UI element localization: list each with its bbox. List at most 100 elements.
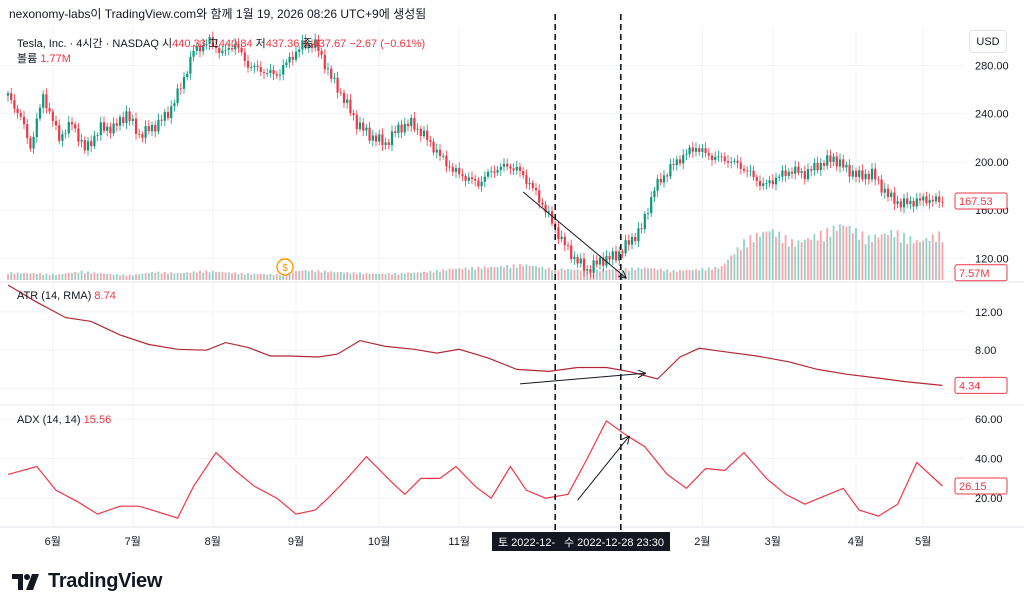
volume-bar bbox=[87, 271, 89, 280]
volume-bar bbox=[839, 224, 841, 280]
candle-body bbox=[342, 92, 346, 103]
candle-body bbox=[269, 69, 272, 73]
volume-bar bbox=[928, 240, 931, 280]
volume-bar bbox=[637, 267, 640, 280]
candle-body bbox=[787, 171, 790, 176]
candle-body bbox=[397, 124, 400, 134]
volume-bar bbox=[320, 272, 323, 280]
candle-body bbox=[685, 154, 688, 155]
candle-body bbox=[230, 47, 234, 50]
volume-bar bbox=[768, 231, 771, 280]
candle-body bbox=[275, 74, 278, 76]
candle-body bbox=[144, 125, 147, 138]
candle-body bbox=[931, 199, 934, 202]
candle-body bbox=[435, 149, 438, 153]
volume-bar bbox=[330, 271, 333, 280]
candle-body bbox=[131, 118, 134, 122]
volume-bar bbox=[391, 274, 393, 280]
volume-bar bbox=[448, 268, 451, 280]
y-tick-label: 8.00 bbox=[975, 345, 996, 357]
candle-body bbox=[730, 161, 733, 163]
candle-body bbox=[582, 258, 586, 271]
volume-bar bbox=[365, 272, 368, 280]
candle-body bbox=[333, 77, 336, 79]
candle-body bbox=[102, 122, 106, 131]
volume-bar bbox=[295, 271, 297, 280]
candle-body bbox=[528, 182, 531, 184]
candle-body bbox=[550, 211, 554, 224]
candle-body bbox=[285, 62, 288, 66]
volume-bar bbox=[730, 255, 733, 280]
volume-bar bbox=[743, 239, 745, 280]
volume-bar bbox=[403, 273, 406, 280]
volume-bar bbox=[96, 273, 99, 280]
volume-bar bbox=[845, 226, 848, 280]
candle-body bbox=[493, 171, 496, 173]
volume-bar bbox=[339, 271, 342, 280]
x-tick-label: 11월 bbox=[448, 535, 470, 548]
candle-body bbox=[662, 175, 666, 183]
candle-body bbox=[250, 66, 253, 68]
volume-bar bbox=[829, 236, 832, 280]
candle-body bbox=[746, 170, 749, 172]
volume-bar bbox=[343, 272, 345, 280]
candle-body bbox=[592, 260, 595, 273]
tradingview-logo[interactable]: TradingView bbox=[12, 570, 162, 593]
volume-bar bbox=[138, 274, 141, 280]
candle-body bbox=[704, 148, 707, 154]
candle-body bbox=[272, 69, 275, 75]
volume-bar bbox=[371, 273, 374, 280]
candle-body bbox=[563, 236, 566, 246]
candle-body bbox=[374, 135, 378, 142]
candle-body bbox=[774, 177, 778, 185]
candle-body bbox=[566, 245, 570, 247]
volume-bar bbox=[855, 228, 857, 280]
volume-bar bbox=[506, 265, 509, 280]
volume-bar bbox=[871, 241, 873, 280]
volume-bar bbox=[291, 272, 294, 280]
candle-body bbox=[784, 170, 787, 176]
volume-bar bbox=[419, 272, 422, 280]
candle-body bbox=[861, 170, 864, 180]
volume-bar bbox=[375, 273, 377, 280]
volume-bar bbox=[179, 273, 182, 280]
volume-bar bbox=[547, 267, 550, 280]
low-label: 저 bbox=[255, 38, 266, 50]
volume-bar bbox=[647, 268, 649, 280]
candle-body bbox=[336, 77, 339, 93]
volume-bar bbox=[71, 273, 73, 280]
candle-body bbox=[762, 183, 765, 186]
candle-body bbox=[262, 72, 266, 74]
candle-body bbox=[115, 123, 118, 126]
candle-body bbox=[112, 123, 115, 134]
candle-body bbox=[547, 211, 550, 213]
adx-legend: ADX (14, 14) 15.56 bbox=[17, 414, 111, 426]
low-value: 437.36 bbox=[265, 38, 300, 50]
volume-bar bbox=[483, 266, 486, 280]
volume-bar bbox=[80, 270, 83, 280]
candle-body bbox=[16, 108, 19, 114]
volume-bar bbox=[243, 274, 246, 280]
candle-body bbox=[803, 171, 806, 180]
candle-body bbox=[646, 213, 650, 215]
candle-body bbox=[474, 179, 477, 181]
candle-body bbox=[86, 141, 90, 151]
volume-bar bbox=[103, 273, 105, 280]
currency-button[interactable]: USD bbox=[969, 30, 1007, 53]
candle-body bbox=[819, 163, 822, 171]
volume-bar bbox=[519, 263, 521, 280]
volume-bar bbox=[74, 271, 77, 280]
candle-body bbox=[253, 65, 256, 67]
candle-body bbox=[291, 56, 294, 60]
candle-body bbox=[560, 236, 563, 240]
candle-body bbox=[826, 155, 829, 166]
volume-bar bbox=[915, 240, 918, 280]
volume-bar bbox=[256, 274, 259, 280]
candle-body bbox=[621, 251, 624, 254]
volume-bar bbox=[451, 269, 454, 280]
candle-body bbox=[416, 128, 419, 130]
volume-bar bbox=[723, 263, 726, 280]
candle-body bbox=[48, 108, 51, 112]
candle-body bbox=[848, 164, 851, 177]
